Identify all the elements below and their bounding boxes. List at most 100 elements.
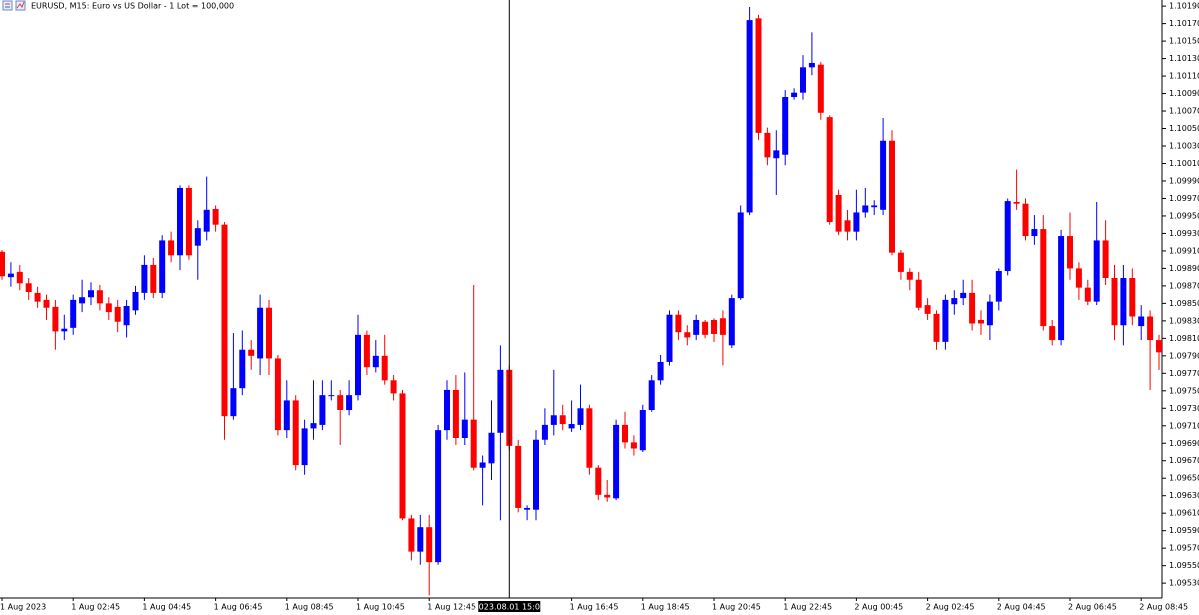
candle-body bbox=[105, 303, 112, 313]
x-tick-label: 2 Aug 06:45 bbox=[1068, 603, 1117, 612]
y-tick-label: 1.09610 bbox=[1169, 509, 1199, 518]
candle-body bbox=[381, 355, 388, 381]
crosshair-label: 2023.08.01 15:00 bbox=[474, 603, 545, 612]
candle-body bbox=[559, 415, 566, 425]
candle-body bbox=[826, 117, 833, 223]
candle-body bbox=[266, 307, 272, 359]
candle-body bbox=[355, 334, 361, 396]
y-tick-label: 1.09690 bbox=[1169, 439, 1199, 448]
candle-body bbox=[1111, 278, 1118, 326]
y-tick-label: 1.10050 bbox=[1169, 124, 1199, 133]
candle-body bbox=[274, 358, 281, 431]
x-tick-label: 1 Aug 16:45 bbox=[570, 603, 619, 612]
candle-body bbox=[648, 380, 655, 411]
candle-body bbox=[0, 251, 5, 277]
candle-body bbox=[88, 290, 94, 298]
candle-body bbox=[897, 252, 904, 272]
candle-body bbox=[1040, 229, 1047, 327]
y-tick-label: 1.09530 bbox=[1169, 579, 1199, 588]
candle-body bbox=[168, 240, 175, 256]
candle-body bbox=[844, 220, 851, 232]
candle-body bbox=[185, 187, 192, 256]
candle-body bbox=[960, 292, 967, 299]
candle-body bbox=[622, 424, 628, 443]
candle-body bbox=[1067, 236, 1073, 269]
candle-body bbox=[889, 140, 895, 253]
candle-body bbox=[675, 314, 682, 333]
candle-body bbox=[114, 306, 121, 322]
candle-body bbox=[808, 62, 815, 68]
candle-body bbox=[862, 205, 869, 213]
candle-body bbox=[764, 132, 771, 158]
candle-body bbox=[906, 271, 913, 280]
candle-body bbox=[203, 209, 210, 232]
candle-body bbox=[1129, 278, 1136, 317]
y-tick-label: 1.10130 bbox=[1169, 54, 1199, 63]
candle-body bbox=[470, 419, 477, 468]
candle-body bbox=[417, 527, 424, 552]
candle-body bbox=[1058, 236, 1065, 341]
candle-body bbox=[853, 212, 860, 232]
candle-body bbox=[702, 321, 709, 335]
candle-body bbox=[444, 389, 450, 431]
x-tick-label: 1 Aug 2023 bbox=[0, 603, 46, 612]
candle-body bbox=[248, 349, 255, 356]
candle-body bbox=[693, 319, 700, 335]
y-tick-label: 1.09790 bbox=[1169, 351, 1199, 360]
x-tick-label: 1 Aug 04:45 bbox=[142, 603, 191, 612]
y-tick-label: 1.09630 bbox=[1169, 491, 1199, 500]
candle-body bbox=[541, 424, 548, 440]
candle-body bbox=[613, 424, 620, 499]
candle-body bbox=[452, 389, 459, 439]
x-tick-label: 2 Aug 00:45 bbox=[854, 603, 903, 612]
candle-body bbox=[488, 432, 495, 464]
x-tick-label: 1 Aug 12:45 bbox=[427, 603, 476, 612]
icon-line bbox=[16, 1, 25, 9]
y-tick-label: 1.09910 bbox=[1169, 246, 1199, 255]
candle-body bbox=[1138, 316, 1145, 327]
candle-body bbox=[746, 20, 753, 213]
candle-body bbox=[657, 361, 664, 381]
candle-body bbox=[61, 328, 68, 332]
candle-body bbox=[969, 292, 976, 324]
candle-body bbox=[25, 283, 32, 293]
candle-body bbox=[550, 415, 557, 425]
candle-body bbox=[986, 301, 993, 326]
y-tick-label: 1.09870 bbox=[1169, 281, 1199, 290]
y-tick-label: 1.09730 bbox=[1169, 404, 1199, 413]
y-tick-label: 1.10150 bbox=[1169, 37, 1199, 46]
candle-body bbox=[630, 442, 637, 449]
candle-body bbox=[390, 380, 397, 394]
candle-body bbox=[684, 332, 691, 338]
candle-body bbox=[34, 292, 41, 302]
x-tick-label: 1 Aug 06:45 bbox=[214, 603, 263, 612]
candle-body bbox=[1022, 203, 1029, 237]
candle-body bbox=[533, 439, 539, 510]
candle-body bbox=[123, 305, 130, 326]
candle-body bbox=[791, 92, 798, 98]
candle-body bbox=[1075, 268, 1082, 288]
y-tick-label: 1.09890 bbox=[1169, 264, 1199, 273]
y-tick-label: 1.09930 bbox=[1169, 229, 1199, 238]
y-tick-label: 1.09830 bbox=[1169, 316, 1199, 325]
candle-body bbox=[43, 299, 50, 308]
icon bbox=[2, 0, 13, 11]
candle-body bbox=[1084, 287, 1091, 302]
candle-body bbox=[871, 205, 878, 208]
candle-body bbox=[524, 507, 531, 510]
candle-body bbox=[372, 355, 379, 368]
candle-body bbox=[292, 400, 299, 466]
x-tick-label: 1 Aug 18:45 bbox=[641, 603, 690, 612]
x-tick-label: 1 Aug 20:45 bbox=[712, 603, 761, 612]
candle-body bbox=[1049, 326, 1056, 341]
candle-body bbox=[408, 518, 415, 552]
candle-body bbox=[310, 423, 317, 429]
candle-body bbox=[1102, 240, 1109, 279]
candle-body bbox=[239, 349, 246, 389]
candle-body bbox=[915, 279, 922, 308]
candle-body bbox=[817, 64, 824, 113]
candle-body bbox=[604, 494, 611, 498]
